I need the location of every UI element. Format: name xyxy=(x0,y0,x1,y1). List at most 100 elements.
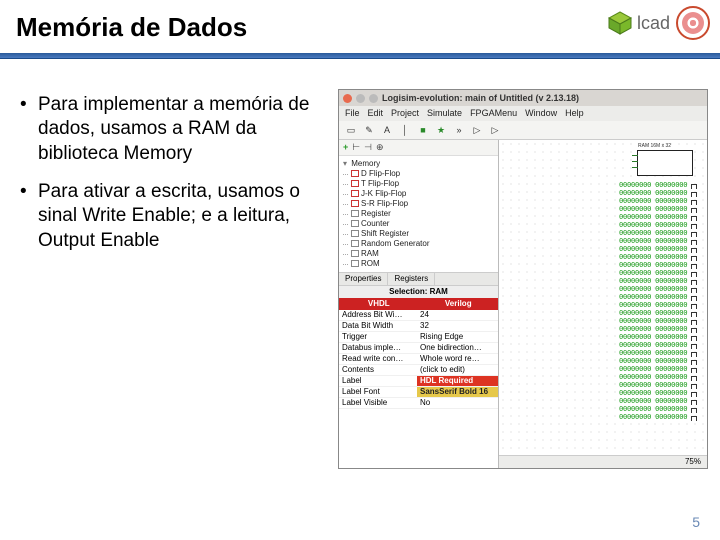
hdl-verilog[interactable]: Verilog xyxy=(419,298,499,310)
memory-word: 00000000 00000000 xyxy=(619,374,701,381)
logo-area: lcad xyxy=(607,6,710,40)
tool-text-icon[interactable]: A xyxy=(381,124,393,136)
zoom-value[interactable]: 75% xyxy=(685,457,701,466)
memory-word: 00000000 00000000 xyxy=(619,382,701,389)
sidebar: + ⊢ ⊣ ⊕ ▾ Memory D Flip-Flop T Flip-Flop… xyxy=(339,140,499,468)
property-key: Address Bit Wi… xyxy=(339,310,417,320)
property-row[interactable]: Address Bit Wi…24 xyxy=(339,310,498,321)
tool-a-icon[interactable]: ⊢ xyxy=(352,143,360,152)
memory-word: 00000000 00000000 xyxy=(619,246,701,253)
tool-pin-icon[interactable]: ■ xyxy=(417,124,429,136)
memory-word: 00000000 00000000 xyxy=(619,406,701,413)
tree-item[interactable]: S-R Flip-Flop xyxy=(341,199,496,209)
tool-edit-icon[interactable]: ✎ xyxy=(363,124,375,136)
property-value[interactable]: Whole word re… xyxy=(417,354,498,364)
bullet-item: Para ativar a escrita, usamos o sinal Wr… xyxy=(18,180,328,253)
tool-pointer-icon[interactable]: ▭ xyxy=(345,124,357,136)
property-row[interactable]: Label VisibleNo xyxy=(339,398,498,409)
minimize-icon[interactable] xyxy=(356,94,365,103)
property-value[interactable]: 24 xyxy=(417,310,498,320)
component-icon xyxy=(351,200,359,207)
tool-c-icon[interactable]: ⊕ xyxy=(376,143,384,152)
memory-word: 00000000 00000000 xyxy=(619,326,701,333)
memory-word: 00000000 00000000 xyxy=(619,350,701,357)
property-value[interactable]: (click to edit) xyxy=(417,365,498,375)
property-row[interactable]: TriggerRising Edge xyxy=(339,332,498,343)
ram-label: RAM 16M x 32 xyxy=(638,144,671,149)
property-row[interactable]: Read write con…Whole word re… xyxy=(339,354,498,365)
tree-item[interactable]: Shift Register xyxy=(341,229,496,239)
tool-play1-icon[interactable]: ▷ xyxy=(471,124,483,136)
app-body: + ⊢ ⊣ ⊕ ▾ Memory D Flip-Flop T Flip-Flop… xyxy=(339,140,707,468)
memory-word: 00000000 00000000 xyxy=(619,254,701,261)
property-value[interactable]: No xyxy=(417,398,498,408)
property-value[interactable]: SansSerif Bold 16 xyxy=(417,387,498,397)
tab-properties[interactable]: Properties xyxy=(339,273,388,285)
property-row[interactable]: LabelHDL Required xyxy=(339,376,498,387)
tool-b-icon[interactable]: ⊣ xyxy=(364,143,372,152)
property-key: Contents xyxy=(339,365,417,375)
memory-word: 00000000 00000000 xyxy=(619,334,701,341)
hdl-vhdl[interactable]: VHDL xyxy=(339,298,419,310)
menu-edit[interactable]: Edit xyxy=(368,109,384,118)
memory-word: 00000000 00000000 xyxy=(619,238,701,245)
tree-group-memory[interactable]: ▾ Memory xyxy=(341,159,496,169)
memory-word: 00000000 00000000 xyxy=(619,182,701,189)
memory-word: 00000000 00000000 xyxy=(619,190,701,197)
menu-file[interactable]: File xyxy=(345,109,360,118)
tool-sep-icon: │ xyxy=(399,124,411,136)
tree-item[interactable]: Random Generator xyxy=(341,239,496,249)
slide-title: Memória de Dados xyxy=(16,12,704,43)
collapse-icon[interactable]: ▾ xyxy=(343,159,347,168)
menu-window[interactable]: Window xyxy=(525,109,557,118)
tab-registers[interactable]: Registers xyxy=(388,273,435,285)
tree-item[interactable]: Register xyxy=(341,209,496,219)
memory-word: 00000000 00000000 xyxy=(619,310,701,317)
lcad-logo: lcad xyxy=(607,10,670,36)
tree-item[interactable]: J-K Flip-Flop xyxy=(341,189,496,199)
lcad-logo-text: lcad xyxy=(637,13,670,34)
property-row[interactable]: Contents(click to edit) xyxy=(339,365,498,376)
window-title: Logisim-evolution: main of Untitled (v 2… xyxy=(382,94,579,103)
property-row[interactable]: Data Bit Width32 xyxy=(339,321,498,332)
add-icon[interactable]: + xyxy=(343,143,348,152)
tool-star-icon[interactable]: ★ xyxy=(435,124,447,136)
property-key: Label Font xyxy=(339,387,417,397)
menu-simulate[interactable]: Simulate xyxy=(427,109,462,118)
menu-help[interactable]: Help xyxy=(565,109,584,118)
property-row[interactable]: Label FontSansSerif Bold 16 xyxy=(339,387,498,398)
memory-word: 00000000 00000000 xyxy=(619,286,701,293)
university-crest-icon xyxy=(676,6,710,40)
tool-play2-icon[interactable]: ▷ xyxy=(489,124,501,136)
property-key: Data Bit Width xyxy=(339,321,417,331)
canvas[interactable]: RAM 16M x 32 00000000 0000000000000000 0… xyxy=(499,140,707,468)
tree-item[interactable]: T Flip-Flop xyxy=(341,179,496,189)
toolbar: ▭ ✎ A │ ■ ★ » ▷ ▷ xyxy=(339,121,707,140)
property-row[interactable]: Databus imple…One bidirection… xyxy=(339,343,498,354)
memory-word: 00000000 00000000 xyxy=(619,390,701,397)
memory-data-column: 00000000 0000000000000000 00000000000000… xyxy=(619,182,701,422)
property-value[interactable]: Rising Edge xyxy=(417,332,498,342)
tool-row: + ⊢ ⊣ ⊕ xyxy=(339,140,498,156)
component-tree[interactable]: ▾ Memory D Flip-Flop T Flip-Flop J-K Fli… xyxy=(339,156,498,272)
tree-item[interactable]: Counter xyxy=(341,219,496,229)
tree-item[interactable]: D Flip-Flop xyxy=(341,169,496,179)
memory-word: 00000000 00000000 xyxy=(619,214,701,221)
tool-step-icon[interactable]: » xyxy=(453,124,465,136)
ram-component[interactable]: RAM 16M x 32 xyxy=(637,150,693,176)
page-number: 5 xyxy=(692,514,700,530)
property-value[interactable]: 32 xyxy=(417,321,498,331)
tree-group-label: Memory xyxy=(351,159,380,168)
tree-item[interactable]: ROM xyxy=(341,259,496,269)
property-value[interactable]: HDL Required xyxy=(417,376,498,386)
property-value[interactable]: One bidirection… xyxy=(417,343,498,353)
maximize-icon[interactable] xyxy=(369,94,378,103)
menu-project[interactable]: Project xyxy=(391,109,419,118)
component-icon xyxy=(351,230,359,237)
menu-fpga[interactable]: FPGAMenu xyxy=(470,109,517,118)
memory-word: 00000000 00000000 xyxy=(619,222,701,229)
tree-item-ram[interactable]: RAM xyxy=(341,249,496,259)
component-icon xyxy=(351,180,359,187)
memory-word: 00000000 00000000 xyxy=(619,398,701,405)
close-icon[interactable] xyxy=(343,94,352,103)
